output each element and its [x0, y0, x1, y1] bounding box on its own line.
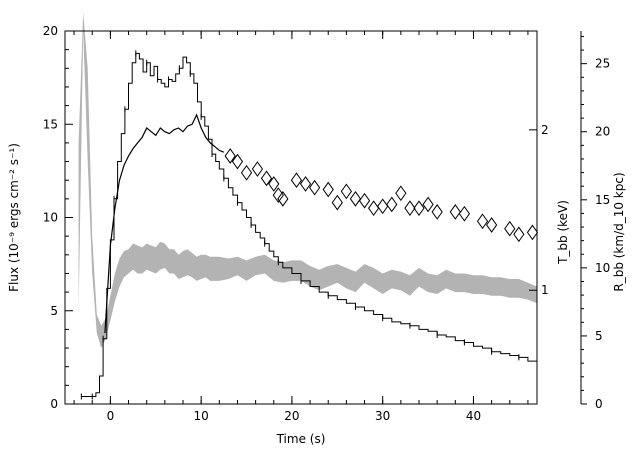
temperature-diamond: [413, 200, 425, 217]
r-tick-label: 15: [595, 193, 610, 207]
temperature-diamond: [476, 213, 489, 230]
x-tick-label: 40: [466, 409, 481, 423]
temperature-diamond: [268, 176, 280, 192]
temperature-diamond: [231, 153, 244, 170]
x-tick-label: 30: [375, 409, 390, 423]
temperature-diamond: [422, 196, 434, 213]
radius-band-layer: [78, 12, 537, 349]
series-line-layer: [80, 50, 538, 400]
x-tick-label: 10: [194, 409, 209, 423]
temperature-diamond: [277, 190, 289, 207]
temperature-diamond: [513, 226, 525, 243]
temperature-diamond: [526, 224, 539, 241]
temperature-diamond: [240, 164, 253, 181]
temperature-diamond: [368, 200, 380, 217]
x-axis-label: Time (s): [276, 432, 326, 446]
temperature-diamond: [299, 176, 312, 192]
temperature-diamond: [260, 170, 273, 187]
temperature-diamond: [251, 161, 264, 177]
temperature-line: [104, 113, 225, 334]
temperature-diamond: [358, 192, 371, 209]
temperature-diamond: [449, 204, 461, 220]
temperature-diamond: [395, 185, 407, 202]
y-axis-label: Flux (10⁻⁹ ergs cm⁻² s⁻¹): [7, 143, 21, 292]
t-tick-label: 1: [541, 283, 549, 297]
flux-step-line: [81, 52, 538, 397]
temperature-axis-label: T_bb (keV): [556, 200, 570, 265]
r-tick-label: 10: [595, 261, 610, 275]
temperature-diamond: [290, 172, 303, 189]
diamond-marker-layer: [224, 148, 539, 243]
temperature-diamond: [340, 183, 352, 200]
y-tick-label: 20: [43, 24, 58, 38]
temperature-diamond: [458, 205, 470, 222]
temperature-diamond: [224, 148, 236, 164]
radius-band: [78, 12, 537, 349]
y-tick-label: 0: [50, 397, 58, 411]
r-tick-label: 25: [595, 57, 610, 71]
y-tick-label: 10: [43, 211, 58, 225]
temperature-diamond: [404, 200, 416, 217]
r-tick-label: 5: [595, 329, 603, 343]
temperature-diamond: [386, 196, 398, 213]
temperature-diamond: [331, 194, 343, 211]
temperature-diamond: [504, 220, 516, 237]
r-tick-label: 0: [595, 397, 603, 411]
y-tick-label: 15: [43, 117, 58, 131]
temperature-diamond: [486, 217, 498, 233]
temperature-diamond: [309, 179, 321, 196]
temperature-diamond: [377, 198, 389, 215]
r-tick-label: 20: [595, 125, 610, 139]
t-tick-label: 2: [541, 123, 549, 137]
axes-layer: [64, 30, 582, 405]
x-tick-label: 20: [284, 409, 299, 423]
temperature-diamond: [349, 190, 362, 207]
x-tick-label: 0: [107, 409, 115, 423]
temperature-diamond: [431, 204, 443, 220]
temperature-diamond: [322, 181, 334, 198]
y-tick-label: 5: [50, 304, 58, 318]
radius-axis-label: R_bb (km/d_10 kpc): [612, 172, 626, 291]
